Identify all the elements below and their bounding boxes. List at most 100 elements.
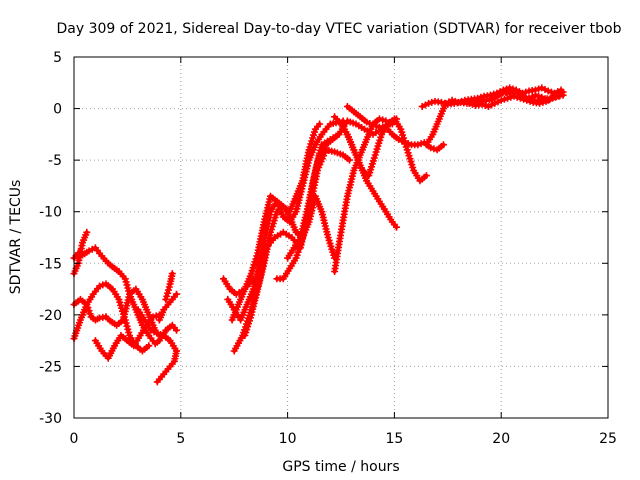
data-point bbox=[157, 331, 164, 338]
data-point bbox=[363, 118, 371, 126]
data-point bbox=[536, 99, 544, 107]
data-point bbox=[551, 89, 559, 97]
data-point bbox=[96, 282, 104, 290]
data-point bbox=[539, 98, 547, 106]
y-tick-label: -30 bbox=[39, 411, 62, 427]
data-point bbox=[173, 326, 180, 334]
data-point bbox=[549, 94, 556, 102]
data-point bbox=[372, 122, 380, 130]
x-tick-label: 5 bbox=[176, 431, 185, 447]
data-point bbox=[437, 98, 445, 106]
y-tick-label: 0 bbox=[53, 102, 62, 118]
data-point bbox=[519, 89, 527, 97]
data-point bbox=[490, 90, 498, 98]
data-point bbox=[557, 86, 565, 94]
data-point bbox=[153, 329, 161, 337]
data-point bbox=[547, 88, 555, 96]
data-point bbox=[510, 92, 518, 100]
data-point bbox=[509, 85, 517, 93]
data-point bbox=[507, 93, 515, 101]
data-point bbox=[499, 86, 507, 94]
x-tick-label: 15 bbox=[385, 431, 403, 447]
data-point bbox=[173, 347, 180, 355]
data-point bbox=[145, 342, 153, 350]
data-point bbox=[506, 84, 514, 92]
data-point bbox=[393, 223, 400, 231]
data-point bbox=[522, 88, 530, 96]
series-s9 bbox=[134, 306, 180, 355]
data-series bbox=[70, 84, 567, 386]
data-point bbox=[478, 100, 486, 108]
axis-ticks: 0 5 10 15 20 25 5 0 -5 -10 -15 -20 -25 -30 bbox=[39, 50, 617, 447]
data-point bbox=[468, 100, 476, 108]
data-point bbox=[535, 92, 543, 100]
y-axis-label: SDTVAR / TECUs bbox=[8, 180, 24, 295]
series-s19 bbox=[331, 115, 400, 275]
data-point bbox=[422, 172, 430, 180]
data-point bbox=[500, 95, 508, 103]
series-s14 bbox=[228, 117, 347, 324]
data-point bbox=[346, 156, 353, 164]
data-point bbox=[83, 228, 91, 236]
data-point bbox=[425, 99, 433, 107]
data-point bbox=[544, 87, 552, 95]
data-point bbox=[520, 95, 528, 103]
data-point bbox=[150, 328, 158, 336]
data-point bbox=[484, 103, 492, 110]
data-point bbox=[316, 120, 324, 128]
data-point bbox=[497, 96, 505, 104]
series-s26 bbox=[487, 84, 565, 99]
data-point bbox=[149, 313, 157, 321]
data-point bbox=[487, 91, 494, 99]
data-point bbox=[535, 85, 543, 93]
series-s25 bbox=[465, 88, 567, 110]
data-point bbox=[379, 116, 387, 124]
data-point bbox=[440, 141, 447, 149]
data-point bbox=[481, 102, 489, 109]
data-point bbox=[523, 96, 531, 104]
data-point bbox=[493, 89, 501, 97]
series-s5 bbox=[70, 244, 123, 275]
y-tick-label: -20 bbox=[39, 308, 62, 324]
data-point bbox=[441, 99, 449, 107]
x-tick-label: 25 bbox=[599, 431, 617, 447]
y-tick-label: 5 bbox=[53, 50, 62, 66]
data-point bbox=[513, 93, 521, 101]
data-point bbox=[428, 98, 436, 106]
y-tick-label: -5 bbox=[48, 153, 62, 169]
x-tick-label: 0 bbox=[70, 431, 79, 447]
data-point bbox=[85, 247, 93, 255]
series-s18 bbox=[284, 130, 343, 262]
data-point bbox=[526, 97, 534, 105]
y-tick-label: -15 bbox=[39, 256, 62, 272]
data-point bbox=[515, 88, 523, 96]
series-s8 bbox=[155, 290, 180, 324]
y-tick-label: -10 bbox=[39, 205, 62, 221]
data-point bbox=[491, 99, 499, 107]
data-point bbox=[516, 94, 524, 102]
data-point bbox=[531, 86, 539, 94]
data-point bbox=[168, 270, 176, 278]
y-tick-label: -25 bbox=[39, 359, 62, 375]
x-tick-label: 10 bbox=[279, 431, 297, 447]
data-point bbox=[418, 103, 426, 110]
data-point bbox=[398, 137, 406, 145]
series-s16 bbox=[241, 192, 339, 339]
data-point bbox=[552, 93, 560, 101]
chart-title: Day 309 of 2021, Sidereal Day-to-day VTE… bbox=[56, 21, 621, 37]
data-point bbox=[375, 115, 383, 123]
data-point bbox=[335, 130, 343, 138]
data-point bbox=[503, 85, 510, 93]
data-point bbox=[541, 86, 549, 93]
data-point bbox=[465, 99, 473, 107]
data-point bbox=[152, 312, 160, 320]
data-point bbox=[173, 290, 180, 298]
x-axis-label: GPS time / hours bbox=[282, 459, 399, 475]
plot-frame bbox=[73, 56, 609, 419]
data-point bbox=[427, 144, 435, 152]
data-point bbox=[401, 139, 409, 147]
data-point bbox=[545, 96, 553, 104]
x-tick-label: 20 bbox=[492, 431, 510, 447]
data-point bbox=[369, 121, 377, 129]
data-point bbox=[404, 140, 412, 148]
